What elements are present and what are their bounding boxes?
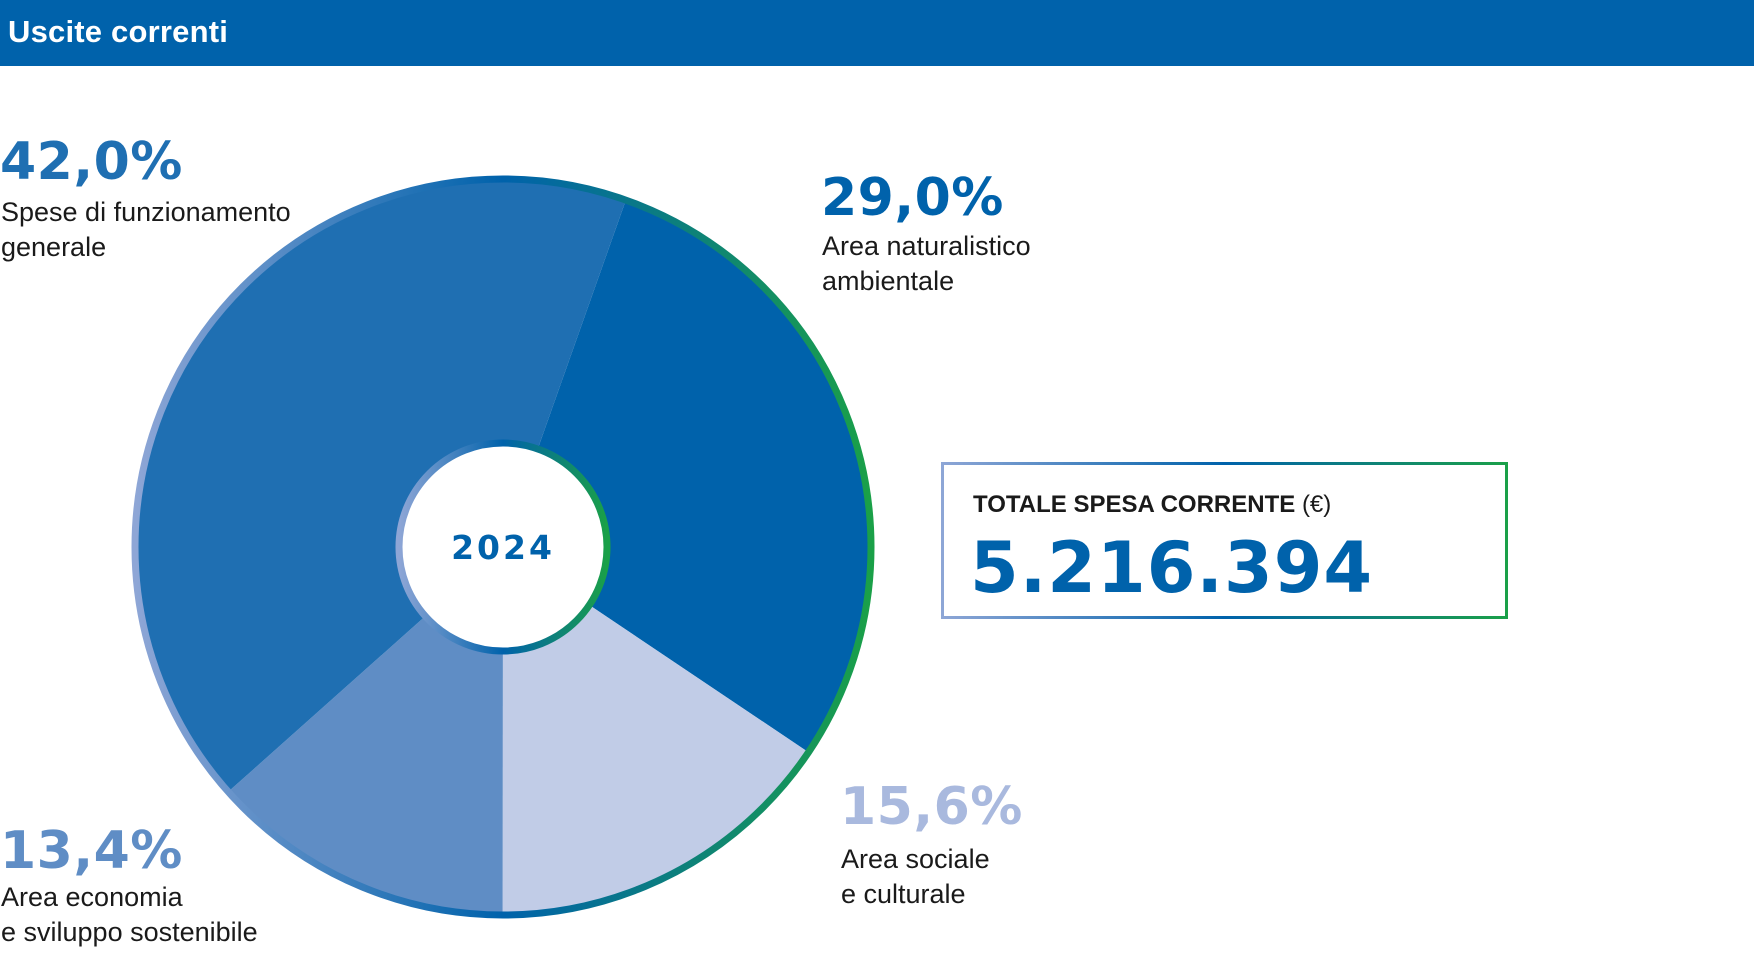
label-line: Area naturalistico (822, 231, 1031, 261)
value-label-economia: 13,4% (0, 821, 183, 881)
value-label-naturalistico: 29,0% (821, 168, 1004, 228)
pie-slice-2 (502, 547, 809, 916)
value-label-sociale: 15,6% (840, 777, 1023, 837)
total-label-text: TOTALE SPESA CORRENTE (973, 491, 1296, 518)
value-label-funzionamento: 42,0% (0, 132, 183, 192)
label-line: e sviluppo sostenibile (1, 917, 258, 947)
pie-slices (135, 179, 871, 916)
outer-rim (131, 175, 875, 919)
label-line: Spese di funzionamento (1, 197, 291, 227)
center-hole (395, 439, 611, 655)
total-value: 5.216.394 (970, 527, 1374, 609)
total-spending-box: TOTALE SPESA CORRENTE (€) 5.216.394 (941, 462, 1508, 619)
pie-slice-3 (228, 547, 504, 915)
total-unit: (€) (1301, 491, 1332, 518)
page-title: Uscite correnti (8, 14, 229, 49)
header-bar: Uscite correnti (0, 0, 1754, 66)
category-label-funzionamento: Spese di funzionamento generale (1, 195, 291, 265)
pie-slice-1 (503, 200, 871, 753)
category-label-economia: Area economia e sviluppo sostenibile (1, 880, 258, 950)
center-year-label: 2024 (451, 528, 555, 567)
category-label-sociale: Area sociale e culturale (841, 842, 990, 912)
pie-slice-4 (135, 179, 626, 792)
category-label-naturalistico: Area naturalistico ambientale (822, 229, 1031, 299)
label-line: ambientale (822, 266, 955, 296)
label-line: generale (1, 232, 107, 262)
label-line: e culturale (841, 879, 966, 909)
label-line: Area economia (1, 882, 183, 912)
total-label: TOTALE SPESA CORRENTE (€) (973, 491, 1331, 519)
label-line: Area sociale (841, 844, 990, 874)
